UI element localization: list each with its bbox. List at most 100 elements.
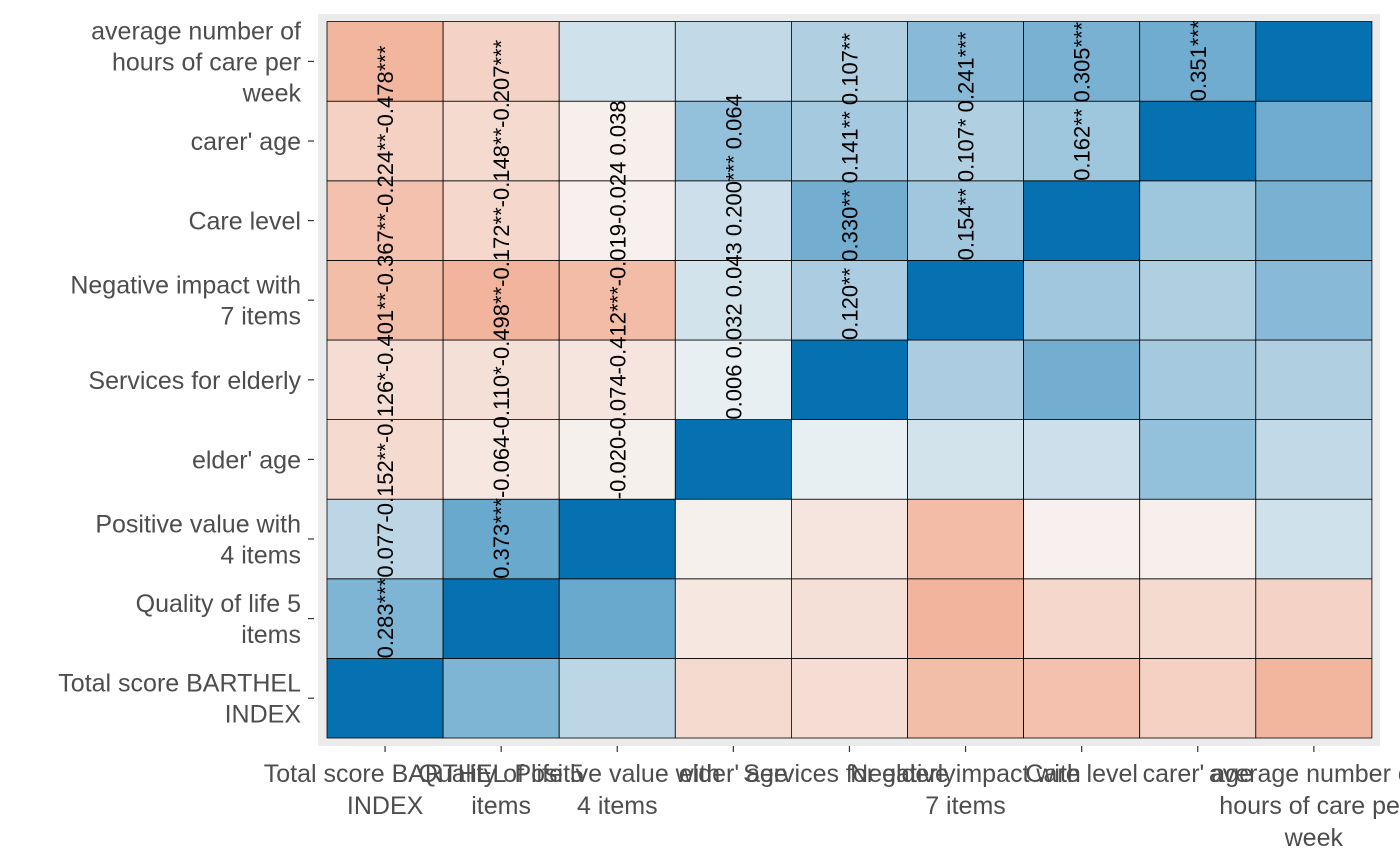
heatmap-cell [558, 498, 676, 580]
heatmap-cell [1023, 419, 1141, 500]
heatmap-cell [791, 259, 908, 341]
y-tick-label: Negative impact with 7 items [70, 272, 301, 331]
heatmap-cell [326, 658, 444, 739]
x-tick-label-line: week [1284, 824, 1344, 852]
y-tick-label-line: 4 items [220, 542, 301, 570]
heatmap-cell [1255, 419, 1373, 500]
x-tick-label-line: Care level [1025, 760, 1138, 788]
heatmap-cell [674, 658, 792, 739]
y-tick-label-line: carer' age [191, 128, 301, 156]
heatmap-cell [326, 180, 444, 261]
correlation-label: 0.006 0.032 0.043 0.200*** 0.064 [721, 94, 746, 419]
heatmap-cell [1023, 658, 1141, 739]
heatmap-cell [907, 498, 1024, 580]
x-tick-label: Services for elderly [743, 760, 956, 788]
heatmap-cell [442, 259, 560, 341]
x-tick-label-line: Total score BARTHEL [264, 760, 507, 788]
x-tick-label-line: Negative impact with [850, 760, 1081, 788]
heatmap-cell [1023, 578, 1141, 659]
correlation-label: -0.020-0.074-0.412***-0.019-0.024 0.038 [605, 100, 630, 499]
y-tick-label-line: Positive value with [95, 511, 301, 539]
heatmap-cells [326, 21, 1373, 739]
x-tick-label-line: INDEX [347, 792, 424, 820]
heatmap-cell [1139, 339, 1257, 420]
heatmap-cell [1023, 498, 1141, 580]
y-tick-label-line: 7 items [220, 303, 301, 331]
x-tick-label-line: Services for elderly [743, 760, 956, 788]
y-tick-label: elder' age [192, 446, 301, 474]
heatmap-cell [674, 100, 792, 182]
heatmap-cell [326, 259, 444, 341]
heatmap-cell [907, 658, 1024, 739]
heatmap-cell [1139, 21, 1257, 102]
heatmap-cell [558, 578, 676, 659]
heatmap-cell [1023, 180, 1141, 261]
heatmap-cell [558, 339, 676, 420]
heatmap-cell [791, 578, 908, 659]
y-tick-label-line: items [241, 621, 301, 649]
heatmap-cell [326, 339, 444, 420]
heatmap-cell [1139, 259, 1257, 341]
heatmap-cell [791, 658, 908, 739]
heatmap-cell [791, 100, 908, 182]
heatmap-cell [1255, 578, 1373, 659]
heatmap-cell [442, 419, 560, 500]
heatmap-cell [326, 21, 444, 102]
heatmap-cell [326, 419, 444, 500]
y-tick-label-line: Care level [188, 208, 301, 236]
heatmap-cell [1139, 498, 1257, 580]
heatmap-cell [326, 100, 444, 182]
x-tick-label-line: Quality of life 5 [418, 760, 583, 788]
y-tick-label-line: Negative impact with [70, 272, 301, 300]
y-tick-label: carer' age [191, 128, 301, 156]
heatmap-cell [907, 419, 1024, 500]
y-tick-label: Total score BARTHEL INDEX [58, 670, 301, 729]
heatmap-cell [1139, 100, 1257, 182]
correlation-label: 0.162** 0.305*** [1070, 21, 1095, 180]
x-tick-label: Quality of life 5 items [418, 760, 583, 820]
heatmap-cell [674, 419, 792, 500]
heatmap-cell [442, 100, 560, 182]
x-tick-label-line: hours of care per [1219, 792, 1400, 820]
x-tick-label: carer' age [1143, 760, 1253, 788]
y-tick-label-line: hours of care per [112, 48, 301, 76]
correlation-label: 0.351*** [1186, 20, 1211, 101]
heatmap-cell [1139, 180, 1257, 261]
heatmap-cell [907, 259, 1024, 341]
heatmap-cell [558, 100, 676, 182]
x-tick-label-line: 7 items [925, 792, 1006, 820]
heatmap-cell [442, 578, 560, 659]
x-tick-label-line: elder' age [679, 760, 788, 788]
y-tick-label: Positive value with 4 items [95, 511, 301, 570]
x-tick-label: average number of hours of care per week [1209, 760, 1400, 852]
heatmap-cell [558, 180, 676, 261]
y-tick-label-line: Services for elderly [88, 367, 301, 395]
x-tick-label: Positive value with 4 items [514, 760, 720, 820]
heatmap-cell [907, 21, 1024, 102]
y-tick-label: Care level [188, 208, 301, 236]
heatmap-cell [791, 339, 908, 420]
correlation-label: 0.120** 0.330** 0.141** 0.107** [837, 33, 862, 340]
heatmap-cell [1255, 658, 1373, 739]
heatmap-cell [791, 419, 908, 500]
heatmap-cell [1023, 100, 1141, 182]
heatmap-cell [442, 339, 560, 420]
x-tick-label-line: average number of [1209, 760, 1400, 788]
correlation-label: 0.373***-0.064-0.110*-0.498**-0.172**-0.… [489, 39, 514, 578]
y-tick-label: average number of hours of care per week [91, 17, 301, 107]
y-axis: Total score BARTHEL INDEX Quality of life … [58, 17, 314, 729]
heatmap-cell [558, 658, 676, 739]
x-tick-label: Negative impact with 7 items [850, 760, 1081, 820]
correlation-label: 0.154** 0.107* 0.241*** [954, 31, 979, 260]
heatmap-cell [674, 578, 792, 659]
heatmap-cell [674, 259, 792, 341]
x-tick-label: Care level [1025, 760, 1138, 788]
x-tick-label: elder' age [679, 760, 788, 788]
heatmap-cell [791, 21, 908, 102]
x-tick-label-line: items [471, 792, 531, 820]
heatmap-cell [1023, 259, 1141, 341]
heatmap-cell [674, 21, 792, 102]
heatmap-cell [1255, 339, 1373, 420]
heatmap-cell [674, 498, 792, 580]
